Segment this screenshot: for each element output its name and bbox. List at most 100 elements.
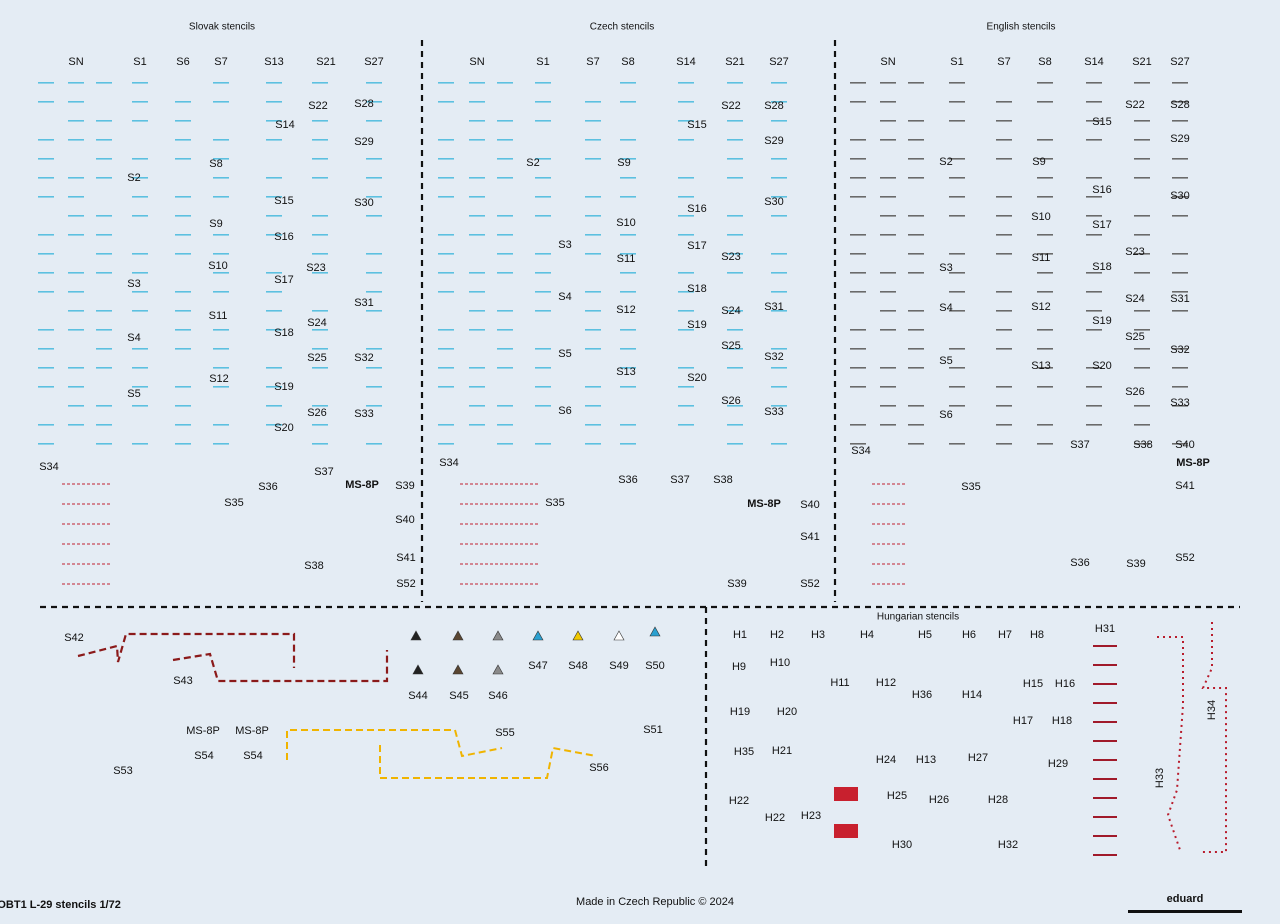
stencil — [620, 196, 636, 198]
stencil — [213, 196, 229, 198]
stencil — [438, 348, 454, 350]
stencil-label: H12 — [876, 677, 896, 689]
stencil-label: H10 — [770, 657, 790, 669]
stencil — [438, 272, 454, 274]
stencil — [949, 348, 965, 350]
stencil — [620, 139, 636, 141]
stencil-label: S15 — [687, 119, 707, 131]
stencil-label: S7 — [997, 56, 1010, 68]
section-title: Slovak stencils — [189, 22, 255, 33]
stencil-label: S54 — [243, 750, 263, 762]
stencil — [497, 424, 513, 426]
stencil — [96, 272, 112, 274]
stencil — [620, 272, 636, 274]
stencil-label: S31 — [764, 301, 784, 313]
stencil-label: S10 — [208, 260, 228, 272]
stencil — [880, 329, 896, 331]
stencil — [1172, 253, 1188, 255]
stencil — [678, 329, 694, 331]
stencil — [38, 158, 54, 160]
stencil-label: S18 — [274, 327, 294, 339]
stencil-label: S49 — [609, 660, 629, 672]
stencil-label: H24 — [876, 754, 896, 766]
stencil — [908, 253, 924, 255]
stencil-label: H2 — [770, 629, 784, 641]
stencil-label: S14 — [1084, 56, 1104, 68]
stencil — [469, 139, 485, 141]
stencil-label: S10 — [616, 217, 636, 229]
stencil — [585, 424, 601, 426]
stencil — [996, 196, 1012, 198]
stencil-label: S52 — [396, 578, 416, 590]
stencil-label: S36 — [1070, 557, 1090, 569]
stencil-label: S12 — [1031, 301, 1051, 313]
stencil — [175, 424, 191, 426]
stencil — [366, 386, 382, 388]
stencil-label: S23 — [306, 262, 326, 274]
stencil — [1037, 82, 1053, 84]
stencil — [585, 310, 601, 312]
stencil — [1172, 367, 1188, 369]
stencil — [312, 253, 328, 255]
stencil-label: S41 — [396, 552, 416, 564]
stencil-label: MS-8P — [345, 479, 379, 491]
stencil-label: S52 — [800, 578, 820, 590]
stencil-label: H3 — [811, 629, 825, 641]
stencil — [678, 386, 694, 388]
stencil-label: S26 — [1125, 386, 1145, 398]
stencil — [1172, 158, 1188, 160]
stencil — [266, 272, 282, 274]
stencil-label: H18 — [1052, 715, 1072, 727]
stencil — [213, 177, 229, 179]
stencil — [1172, 386, 1188, 388]
stencil-label: S8 — [621, 56, 634, 68]
stencil — [38, 443, 54, 445]
stencil-label: S30 — [1170, 190, 1190, 202]
stencil-label: S1 — [133, 56, 146, 68]
stencil — [175, 101, 191, 103]
stencil-label: H30 — [892, 839, 912, 851]
stencil — [949, 272, 965, 274]
stencil — [1086, 101, 1102, 103]
stencil-label: S51 — [643, 724, 663, 736]
stencil-label: H36 — [912, 689, 932, 701]
stencil — [771, 196, 787, 198]
stencil — [438, 443, 454, 445]
stencil-label: S26 — [721, 395, 741, 407]
stencil — [850, 253, 866, 255]
stencil — [678, 120, 694, 122]
stencil — [771, 310, 787, 312]
stencil — [312, 443, 328, 445]
stencil — [469, 101, 485, 103]
stencil — [1037, 329, 1053, 331]
stencil-label: S38 — [1133, 439, 1153, 451]
stencil — [880, 139, 896, 141]
stencil — [1134, 177, 1150, 179]
stencil — [908, 329, 924, 331]
stencil — [266, 82, 282, 84]
stencil-label: S17 — [274, 274, 294, 286]
stencil — [213, 139, 229, 141]
stencil — [366, 253, 382, 255]
stencil — [1086, 82, 1102, 84]
stencil-label: H17 — [1013, 715, 1033, 727]
stencil — [1037, 234, 1053, 236]
stencil — [1134, 348, 1150, 350]
stencil — [96, 348, 112, 350]
stencil — [175, 234, 191, 236]
stencil-label: S4 — [939, 302, 952, 314]
stencil — [497, 253, 513, 255]
stencil — [1093, 645, 1117, 647]
stencil — [535, 367, 551, 369]
sheet-code: D72047-OBT1 L-29 stencils 1/72 — [0, 899, 121, 911]
stencil — [132, 405, 148, 407]
stencil — [68, 101, 84, 103]
stencil-label: S11 — [1032, 252, 1051, 264]
stencil — [727, 234, 743, 236]
stencil — [949, 310, 965, 312]
stencil — [585, 386, 601, 388]
stencil — [996, 386, 1012, 388]
stencil — [366, 120, 382, 122]
stencil — [771, 177, 787, 179]
